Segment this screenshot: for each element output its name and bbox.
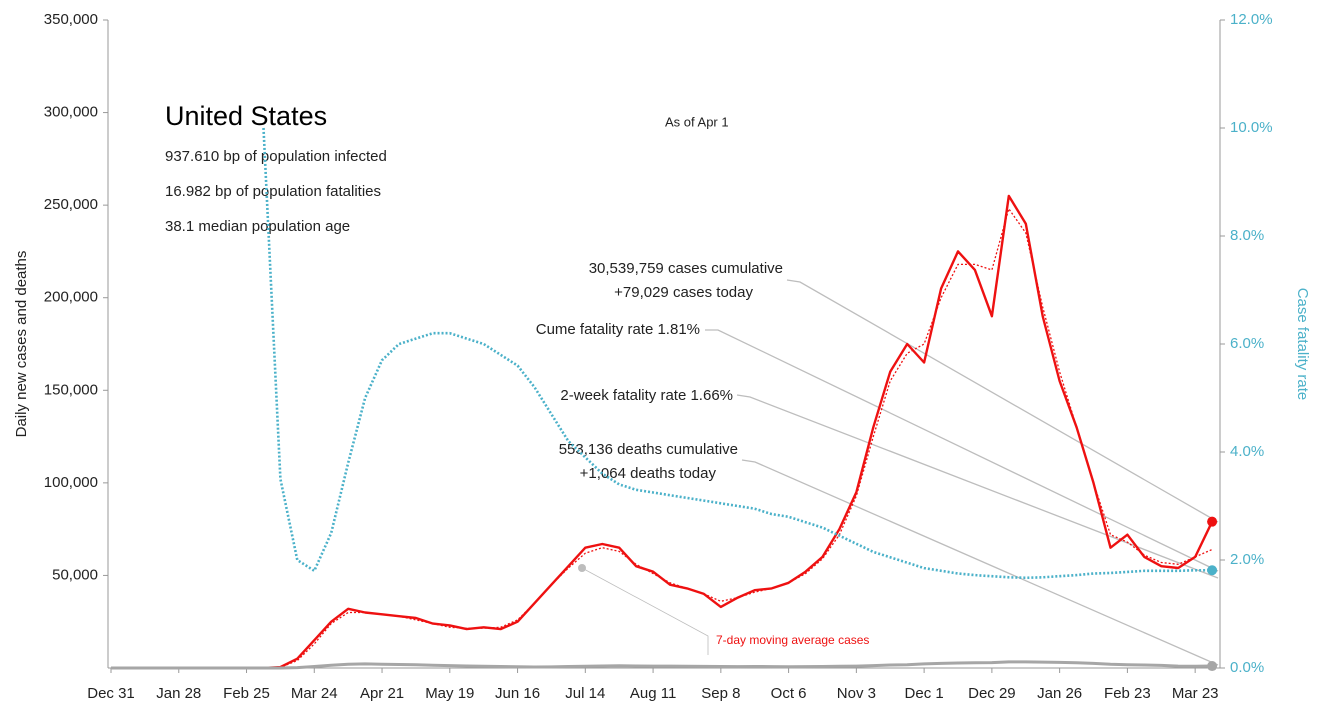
x-tick-label: Apr 21 — [360, 685, 404, 702]
x-tick-label: Feb 25 — [223, 685, 270, 702]
end-marker — [1207, 565, 1218, 576]
annotation: 2-week fatality rate 1.66% — [560, 387, 733, 404]
x-tick-label: May 19 — [425, 685, 474, 702]
y-axis-label: Daily new cases and deaths — [13, 251, 30, 438]
series-line — [111, 194, 1214, 670]
info-line: 38.1 median population age — [165, 218, 350, 235]
y-tick-label: 350,000 — [44, 11, 98, 28]
x-tick-label: Nov 3 — [837, 685, 876, 702]
info-line: 937.610 bp of population infected — [165, 148, 387, 165]
y2-tick-label: 10.0% — [1230, 119, 1273, 136]
x-tick-label: Oct 6 — [771, 685, 807, 702]
as-of: As of Apr 1 — [665, 114, 729, 129]
y2-tick-label: 0.0% — [1230, 659, 1264, 676]
y-tick-label: 50,000 — [52, 566, 98, 583]
series-line — [111, 208, 1213, 669]
x-tick-label: Dec 31 — [87, 685, 135, 702]
x-tick-label: Feb 23 — [1104, 685, 1151, 702]
leader-line — [736, 394, 1219, 579]
annotation: Cume fatality rate 1.81% — [536, 321, 700, 338]
leader-line — [741, 459, 1219, 666]
annotation: +1,064 deaths today — [580, 465, 717, 482]
y2-tick-label: 12.0% — [1230, 11, 1273, 28]
x-tick-label: Dec 1 — [905, 685, 944, 702]
leader-line — [581, 567, 709, 655]
series-line — [262, 127, 1213, 580]
y-tick-label: 100,000 — [44, 474, 98, 491]
leader-line — [705, 329, 1219, 572]
y-tick-label: 250,000 — [44, 196, 98, 213]
y2-axis-label: Case fatality rate — [1294, 288, 1311, 401]
end-marker — [1207, 661, 1218, 672]
x-tick-label: Aug 11 — [630, 685, 676, 702]
x-tick-label: Mar 23 — [1172, 685, 1219, 702]
info-line: 16.982 bp of population fatalities — [165, 183, 381, 200]
leader-lines — [581, 279, 1219, 666]
annotation: 30,539,759 cases cumulative — [589, 260, 783, 277]
x-tick-label: Jul 14 — [565, 685, 605, 702]
y-tick-label: 200,000 — [44, 289, 98, 306]
annotation: 7-day moving average cases — [716, 633, 869, 647]
series-line — [111, 660, 1213, 670]
x-tick-label: Dec 29 — [968, 685, 1016, 702]
y2-tick-label: 6.0% — [1230, 335, 1264, 352]
y-tick-label: 150,000 — [44, 381, 98, 398]
x-tick-label: Sep 8 — [701, 685, 740, 702]
x-tick-label: Mar 24 — [291, 685, 338, 702]
x-tick-label: Jan 26 — [1037, 685, 1082, 702]
y2-tick-label: 8.0% — [1230, 227, 1264, 244]
x-tick-label: Jan 28 — [156, 685, 201, 702]
x-tick-label: Jun 16 — [495, 685, 540, 702]
end-marker — [1207, 516, 1218, 527]
y2-tick-label: 2.0% — [1230, 551, 1264, 568]
annotation: 553,136 deaths cumulative — [559, 441, 738, 458]
country-title: United States — [165, 101, 327, 131]
leader-line — [786, 279, 1219, 523]
annotation-dot — [578, 564, 586, 572]
annotation: +79,029 cases today — [614, 284, 753, 301]
y2-tick-label: 4.0% — [1230, 443, 1264, 460]
y-tick-label: 300,000 — [44, 104, 98, 121]
